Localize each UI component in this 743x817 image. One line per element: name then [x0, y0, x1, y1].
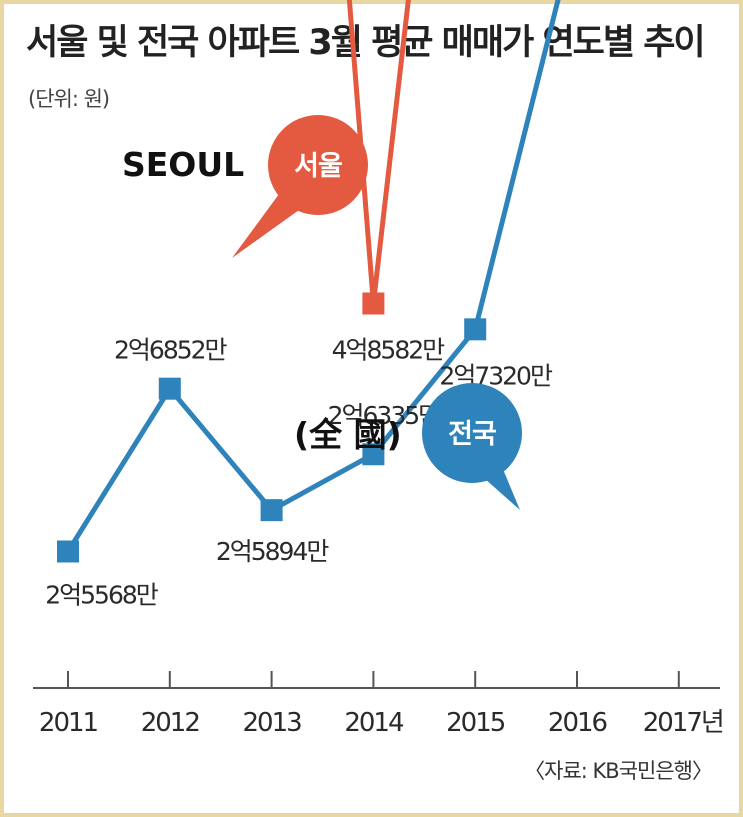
- seoul-label-2014: 4억8582만: [332, 336, 446, 365]
- seoul-bubble-label: 서울: [294, 151, 342, 182]
- x-tick-label-2016: 2016: [548, 708, 607, 738]
- seoul-series: 5억2963만5억3456만5억209만4억8582만4억9700만5억5435…: [332, 0, 447, 365]
- seoul-bubble: [268, 115, 368, 215]
- x-tick-label-2013: 2013: [243, 708, 302, 738]
- seoul-annotation: SEOUL: [122, 145, 244, 184]
- unit-note: (단위: 원): [28, 87, 109, 111]
- nation-label-2012: 2억6852만: [114, 336, 228, 365]
- nation-marker-2014: [362, 443, 385, 466]
- chart-title: 서울 및 전국 아파트 3월 평균 매매가 연도별 추이: [26, 23, 704, 63]
- nation-bubble: [422, 383, 522, 483]
- nation-label-2011: 2억5568만: [45, 581, 159, 610]
- nation-marker-2011: [57, 540, 79, 563]
- x-tick-label-2014: 2014: [344, 708, 404, 738]
- nation-label-2013: 2억5894만: [216, 537, 330, 566]
- nation-series: 2억5568만2억6852만2억5894만2억6335만2억7320만3억513…: [45, 0, 561, 610]
- x-tick-label-2011: 2011: [39, 708, 98, 738]
- x-axis: 2011 2012 2013 2014 2015 2016 2017년: [33, 671, 725, 738]
- seoul-bubble-tail: [232, 190, 306, 258]
- nation-marker-2015: [464, 318, 487, 341]
- nation-bubble-label: 전국: [448, 419, 496, 450]
- source-note: 〈자료: KB국민은행〉: [524, 759, 712, 783]
- x-tick-label-2015: 2015: [446, 708, 505, 738]
- nation-marker-2012: [158, 377, 181, 400]
- x-tick-label-2017: 2017년: [643, 708, 723, 738]
- x-tick-label-2012: 2012: [141, 708, 199, 738]
- series-bubbles: 서울 전국: [232, 115, 522, 510]
- seoul-marker-2014: [362, 292, 385, 315]
- nation-annotation: (全 國): [294, 415, 402, 454]
- nation-marker-2013: [260, 499, 283, 522]
